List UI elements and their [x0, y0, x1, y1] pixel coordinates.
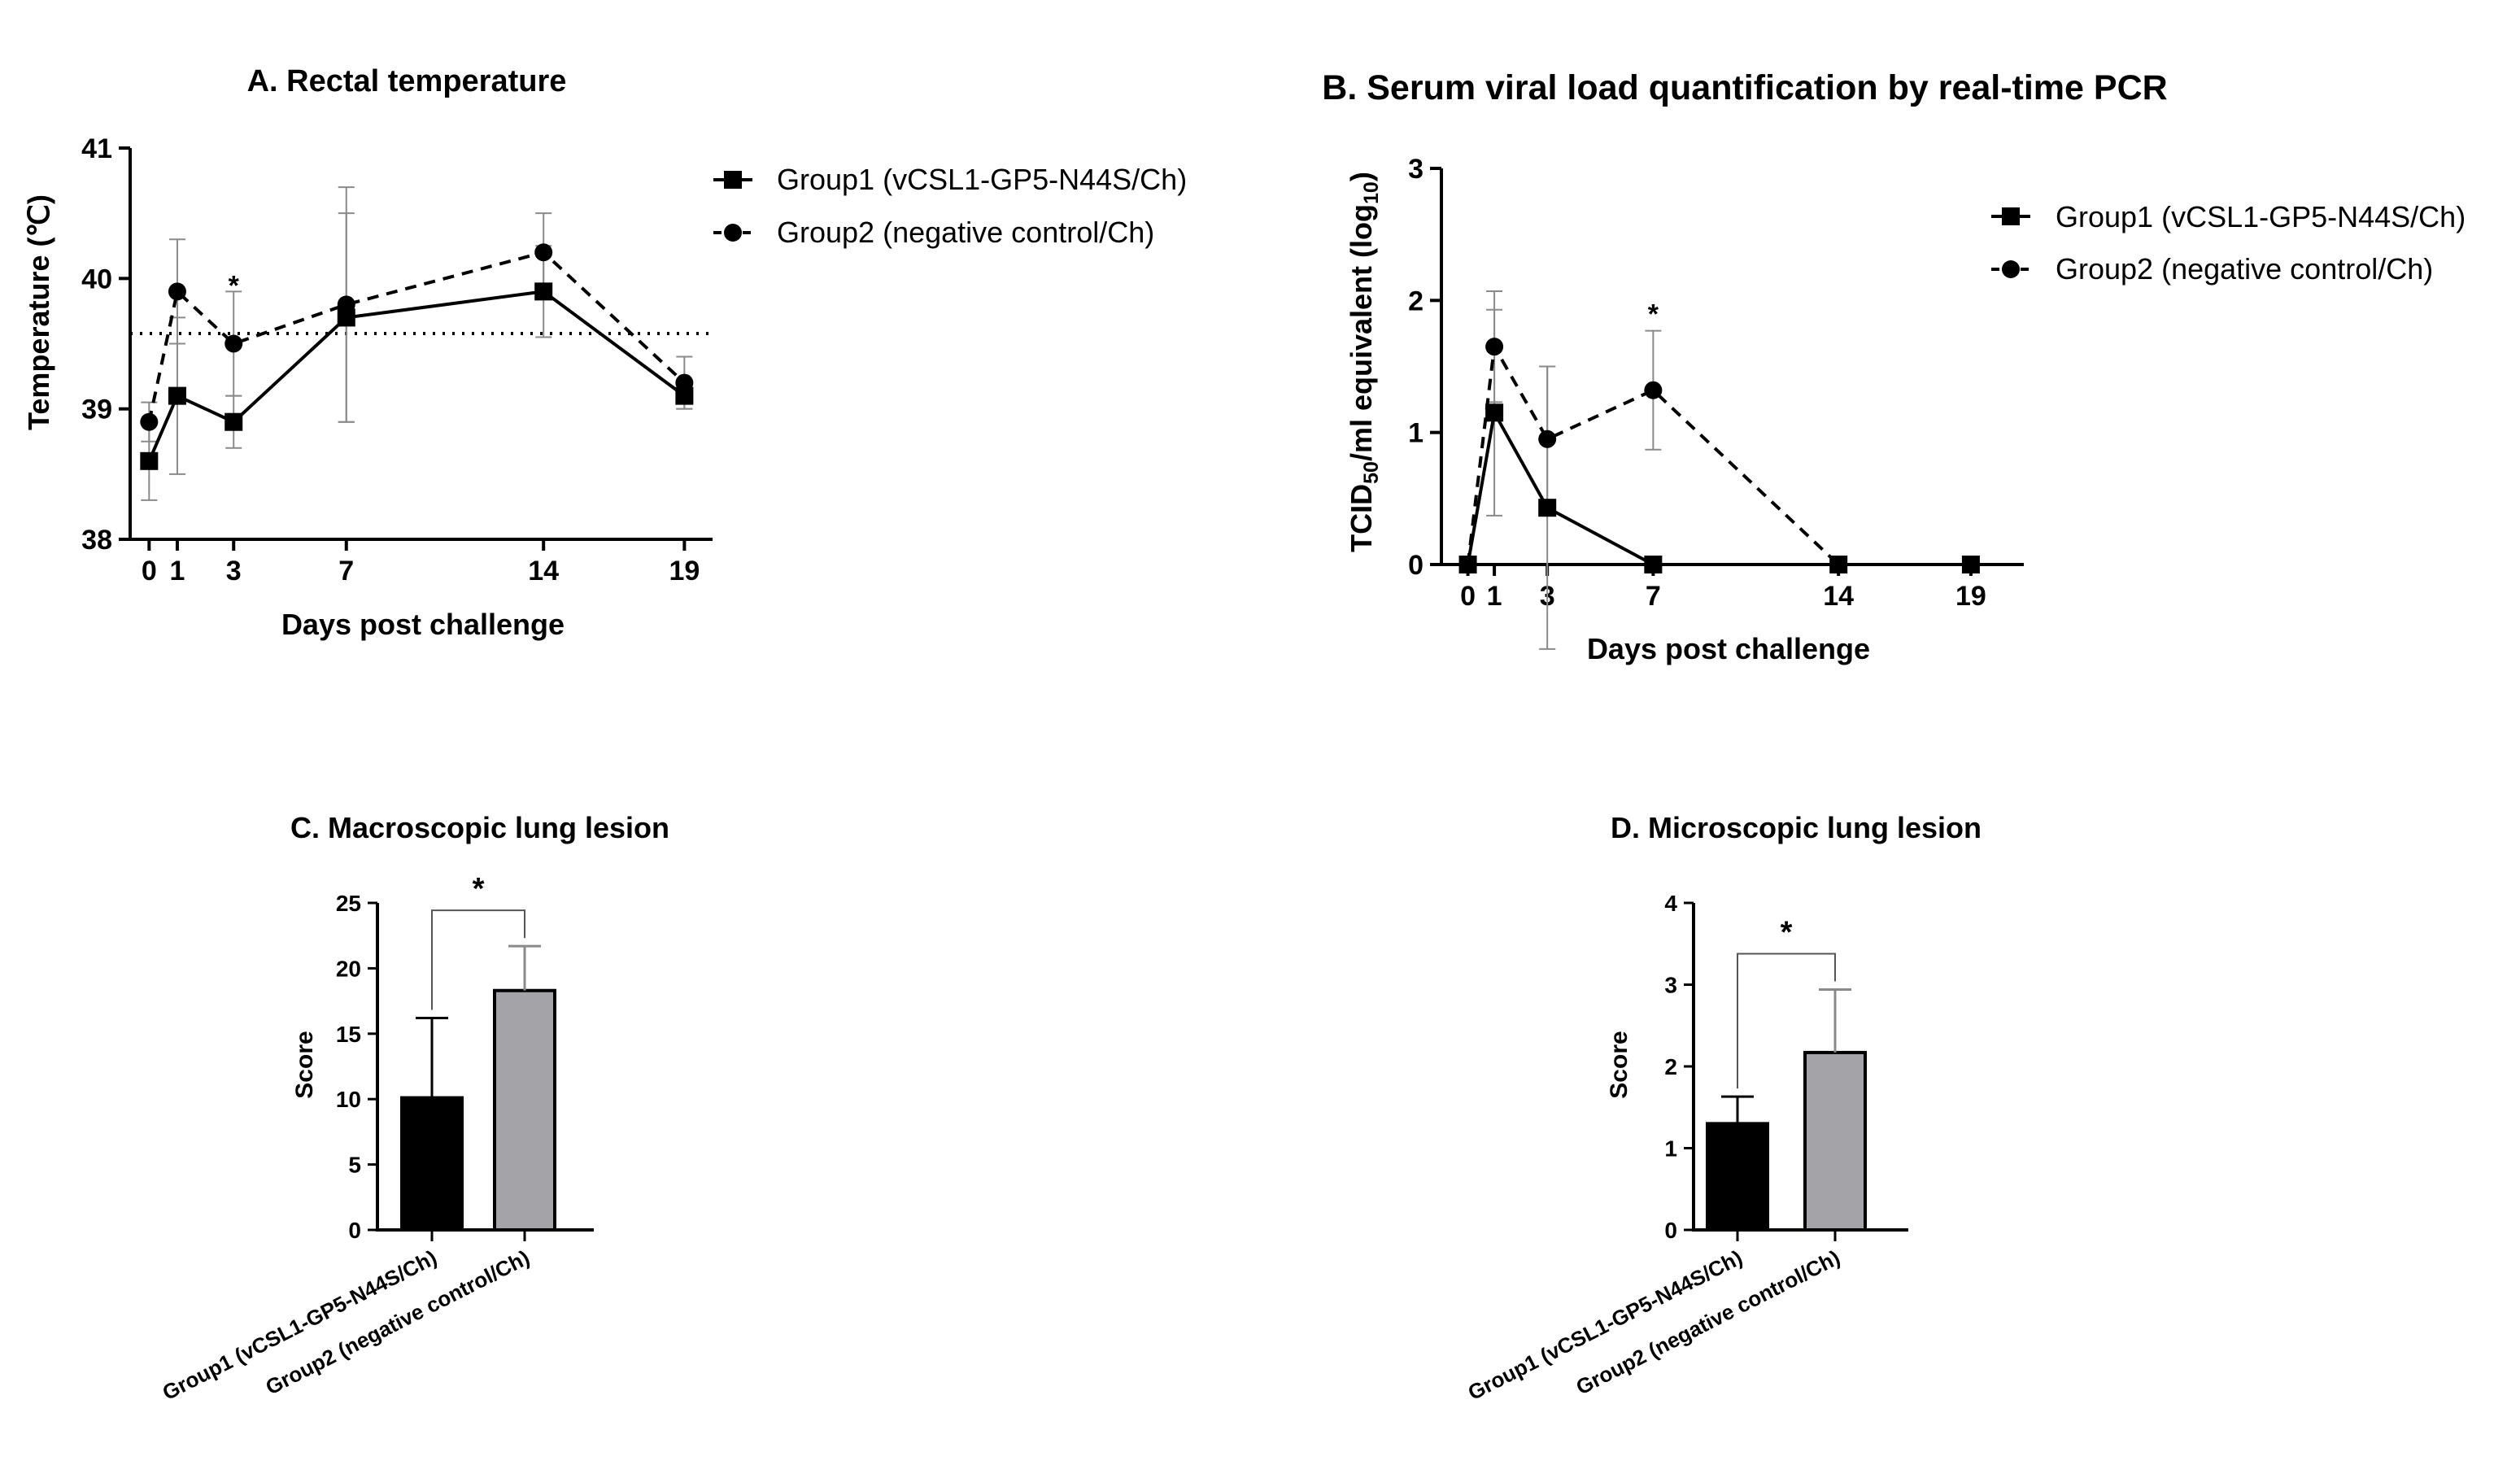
x-tick-label: 1	[1487, 581, 1502, 612]
y-tick-label: 5	[348, 1153, 361, 1178]
series-line-1	[1466, 408, 1971, 566]
data-point-circle	[1644, 381, 1663, 399]
y-tick-label: 2	[1664, 1054, 1677, 1079]
data-point-square	[675, 386, 694, 405]
y-tick-label: 1	[1664, 1136, 1677, 1162]
x-tick-label: 7	[338, 556, 354, 586]
data-point-circle	[534, 243, 553, 262]
data-point-circle	[1458, 556, 1477, 573]
panel-a-legend: Group1 (vCSL1-GP5-N44S/Ch) Group2 (negat…	[713, 163, 1187, 249]
significance-asterisk: *	[229, 270, 240, 301]
panel-b-serum-viral-load: B. Serum viral load quantification by re…	[1322, 68, 2466, 665]
legend-label-group1: Group1 (vCSL1-GP5-N44S/Ch)	[2056, 200, 2466, 233]
y-tick-label: 4	[1664, 891, 1677, 916]
panel-a-y-axis-label: Temperature (℃)	[22, 194, 55, 430]
panel-a-x-axis-label: Days post challenge	[281, 608, 565, 641]
significance-asterisk: *	[1781, 916, 1793, 950]
y-tick-label: 0	[1408, 550, 1423, 581]
y-tick-label: 3	[1664, 973, 1677, 998]
panel-c-macroscopic-lung-lesion: C. Macroscopic lung lesion Score 0 5 10 15 2…	[159, 811, 669, 1405]
y-label-part: /ml equivalent (log	[1345, 204, 1378, 461]
panel-c-y-axis-label: Score	[291, 1031, 318, 1098]
bar-2	[1803, 1050, 1867, 1232]
data-point-square	[140, 451, 159, 470]
x-tick-label: 14	[1823, 581, 1854, 612]
y-label-part: )	[1345, 172, 1378, 181]
y-tick-label: 25	[336, 891, 361, 916]
data-point-circle	[337, 295, 355, 314]
legend-label-group1: Group1 (vCSL1-GP5-N44S/Ch)	[777, 163, 1187, 196]
panel-b-y-axis-label: TCID50/ml equivalent (log10)	[1345, 172, 1383, 552]
series-line-1	[147, 290, 686, 462]
bar-1	[1706, 1122, 1769, 1232]
panel-a-rectal-temperature: A. Rectal temperature Temperature (℃) Da…	[22, 64, 1187, 641]
x-tick-label: 3	[226, 556, 242, 586]
data-point-circle	[1829, 556, 1848, 573]
bar-2	[493, 988, 556, 1232]
y-tick-label: 20	[336, 956, 361, 981]
legend-label-group2: Group2 (negative control/Ch)	[2056, 252, 2433, 286]
x-tick-label: 1	[169, 556, 185, 586]
y-label-subscript: 10	[1360, 181, 1383, 204]
data-point-square	[1644, 556, 1663, 573]
y-tick-label: 40	[81, 264, 112, 294]
legend-square-marker	[724, 171, 742, 189]
y-tick-label: 0	[1664, 1218, 1677, 1243]
legend-circle-marker	[2002, 260, 2020, 278]
significance-asterisk: *	[473, 872, 485, 906]
x-tick-label: 7	[1646, 581, 1661, 612]
y-tick-label: 1	[1408, 418, 1423, 449]
panel-b-x-axis-label: Days post challenge	[1587, 632, 1870, 665]
x-tick-label: 0	[142, 556, 157, 586]
y-label-part: TCID	[1345, 484, 1378, 552]
x-tick-label: 14	[528, 556, 559, 586]
legend-circle-marker	[724, 224, 742, 242]
data-point-circle	[168, 282, 186, 301]
y-tick-label: 10	[336, 1087, 361, 1112]
x-tick-label: 19	[669, 556, 700, 586]
panel-d-y-axis-label: Score	[1606, 1031, 1633, 1098]
y-tick-label: 38	[81, 525, 112, 556]
y-tick-label: 39	[81, 395, 112, 425]
panel-b-legend: Group1 (vCSL1-GP5-N44S/Ch) Group2 (negat…	[1991, 200, 2466, 286]
y-tick-label: 41	[81, 133, 112, 164]
series-line-2	[1466, 341, 1971, 566]
significance-bracket	[431, 909, 525, 1010]
bar-1	[400, 1096, 464, 1232]
data-point-circle	[1961, 556, 1980, 573]
data-point-square	[1485, 403, 1504, 422]
y-label-subscript: 50	[1360, 461, 1383, 484]
significance-bracket	[1737, 953, 1836, 1089]
data-point-circle	[140, 412, 159, 431]
data-point-square	[337, 308, 355, 327]
data-point-square	[225, 412, 243, 431]
legend-square-marker	[2002, 207, 2020, 225]
panel-c-title: C. Macroscopic lung lesion	[290, 811, 669, 844]
y-tick-label: 2	[1408, 286, 1423, 316]
significance-asterisk: *	[1648, 299, 1659, 330]
y-tick-label: 3	[1408, 154, 1423, 185]
data-point-square	[1538, 499, 1557, 517]
panel-d-title: D. Microscopic lung lesion	[1611, 811, 1982, 844]
data-point-circle	[1485, 338, 1504, 356]
data-point-square	[168, 386, 186, 405]
data-point-circle	[1538, 429, 1557, 448]
y-tick-label: 0	[348, 1218, 361, 1243]
x-tick-label: 19	[1955, 581, 1986, 612]
panel-b-title: B. Serum viral load quantification by re…	[1322, 68, 2167, 107]
legend-label-group2: Group2 (negative control/Ch)	[777, 216, 1154, 249]
data-point-square	[534, 282, 553, 301]
x-tick-label: 0	[1460, 581, 1476, 612]
y-tick-label: 15	[336, 1022, 361, 1047]
data-point-circle	[675, 373, 694, 392]
panel-a-title: A. Rectal temperature	[247, 64, 567, 98]
data-point-circle	[225, 334, 243, 353]
